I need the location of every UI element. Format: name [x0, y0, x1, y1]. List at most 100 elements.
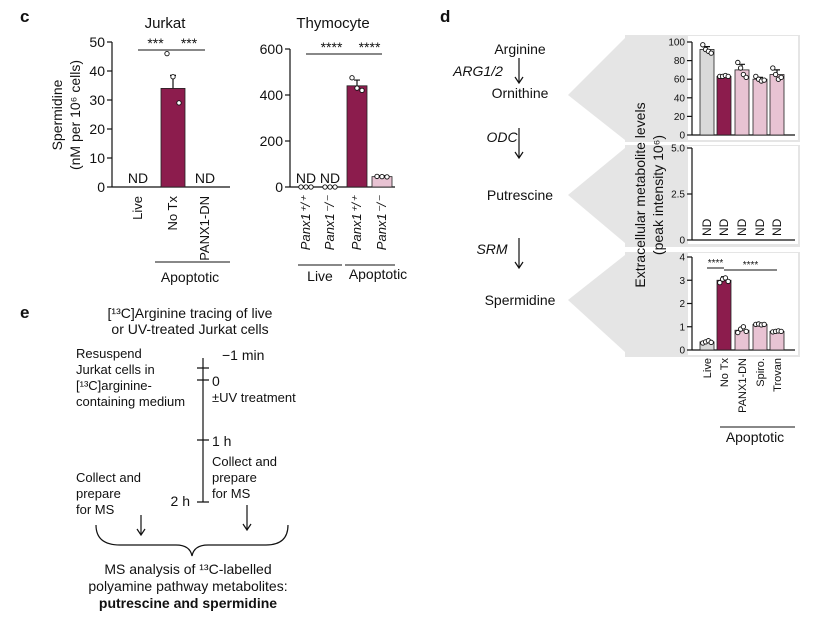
y-axis-label: Spermidine	[49, 79, 65, 150]
data-point	[772, 71, 779, 78]
step-text: containing medium	[76, 394, 185, 409]
data-point	[298, 184, 304, 190]
bar	[716, 76, 732, 136]
y-tick-label: 20	[89, 121, 105, 137]
data-point	[761, 321, 767, 328]
data-point	[164, 50, 170, 57]
y-tick-label: 200	[260, 133, 284, 149]
data-point	[322, 184, 328, 190]
bar	[346, 85, 368, 188]
significance-label: ***	[181, 35, 198, 51]
data-point	[359, 87, 365, 94]
x-tick-label: Spiro.	[755, 358, 767, 387]
result-line: putrescine and spermidine	[99, 595, 277, 611]
y-tick-label: 80	[674, 56, 686, 67]
group-label: Apoptotic	[161, 269, 219, 285]
y-tick-label: 5.0	[671, 144, 685, 155]
metabolite: Arginine	[494, 41, 546, 57]
y-tick-label: 0	[679, 131, 685, 142]
metabolite: Putrescine	[487, 187, 553, 203]
data-point	[778, 74, 784, 80]
pathway-arrow	[514, 58, 524, 270]
x-tick-label: Live	[130, 196, 145, 220]
enzyme: SRM	[476, 241, 507, 257]
y-tick-label: 4	[679, 253, 685, 264]
step-text: for MS	[76, 502, 115, 517]
step-text: prepare	[76, 486, 121, 501]
y-axis-label: (nM per 10⁶ cells)	[67, 60, 83, 170]
y-tick-label: 40	[674, 93, 686, 104]
timeline	[95, 358, 289, 557]
data-point	[735, 59, 741, 66]
y-tick-label: 1	[679, 322, 685, 333]
panel-letter: e	[20, 303, 29, 322]
y-tick-label: 600	[260, 41, 284, 57]
result-line: polyamine pathway metabolites:	[88, 578, 287, 594]
bar	[752, 78, 768, 136]
step-text: [¹³C]arginine-	[76, 378, 152, 393]
data-point	[725, 278, 731, 285]
data-point	[308, 184, 314, 190]
data-point	[379, 173, 385, 180]
bar	[160, 88, 186, 188]
metabolite: Ornithine	[492, 85, 549, 101]
data-point	[708, 50, 714, 56]
y-tick-label: 400	[260, 87, 284, 103]
value-label: ND	[195, 170, 215, 186]
pathway: Arginine Ornithine Putrescine Spermidine…	[452, 41, 556, 308]
chart-title: Jurkat	[145, 15, 187, 32]
protocol-title-line: or UV-treated Jurkat cells	[111, 321, 268, 337]
step-text: for MS	[212, 486, 251, 501]
y-tick-label: 10	[89, 150, 105, 166]
data-point	[170, 74, 176, 80]
value-label: ND	[128, 170, 148, 186]
group-label: Apoptotic	[349, 266, 407, 282]
y-tick-label: 40	[89, 63, 105, 79]
y-tick-label: 2	[679, 299, 685, 310]
significance-label: ****	[321, 39, 343, 55]
step-text: Collect and	[76, 470, 141, 485]
panel-letter: d	[440, 7, 450, 26]
data-point	[700, 42, 706, 48]
data-point	[384, 174, 390, 180]
y-tick-label: 0	[679, 236, 685, 247]
x-tick-label: Panx1⁻/⁻	[374, 195, 389, 250]
time-label: −1 min	[222, 347, 264, 363]
data-point	[303, 184, 309, 190]
y-tick-label: 0	[275, 179, 283, 195]
y-axis-label: Extracellular metabolite levels	[632, 102, 648, 287]
enzyme: ODC	[486, 129, 518, 145]
time-label: 2 h	[171, 493, 190, 509]
x-tick-label: PANX1-DN	[197, 196, 212, 261]
chart-title: Thymocyte	[296, 15, 369, 32]
data-point	[743, 328, 749, 335]
bar	[769, 74, 785, 136]
data-point	[778, 328, 784, 335]
step-text: Resuspend	[76, 346, 142, 361]
data-point	[743, 74, 749, 80]
y-tick-label: 0	[97, 179, 105, 195]
data-point	[708, 339, 714, 345]
x-tick-label: Panx1⁺/⁺	[349, 195, 364, 250]
protocol-result: MS analysis of ¹³C-labelled polyamine pa…	[88, 561, 287, 611]
metabolite: Spermidine	[485, 292, 556, 308]
y-axis-label: (peak intensity 10⁶)	[650, 135, 666, 255]
time-label: 0	[212, 373, 220, 389]
time-label: 1 h	[212, 433, 231, 449]
y-tick-label: 100	[668, 38, 685, 49]
data-point	[725, 73, 731, 80]
value-label: ND	[753, 218, 767, 236]
value-label: ND	[320, 170, 340, 186]
protocol-text: −1 min 0 1 h 2 h Resuspend Jurkat cells …	[76, 346, 296, 517]
data-point	[722, 275, 729, 281]
step-text: Jurkat cells in	[76, 362, 155, 377]
data-point	[737, 65, 744, 71]
significance-label: ****	[359, 39, 381, 55]
protocol-title: [¹³C]Arginine tracing of live or UV-trea…	[108, 305, 273, 337]
bar	[716, 279, 732, 351]
x-tick-label: Panx1⁺/⁺	[298, 195, 313, 250]
protocol-title-line: [¹³C]Arginine tracing of live	[108, 305, 273, 321]
value-label: ND	[296, 170, 316, 186]
value-label: ND	[700, 218, 714, 236]
x-tick-label: Live	[702, 358, 714, 378]
